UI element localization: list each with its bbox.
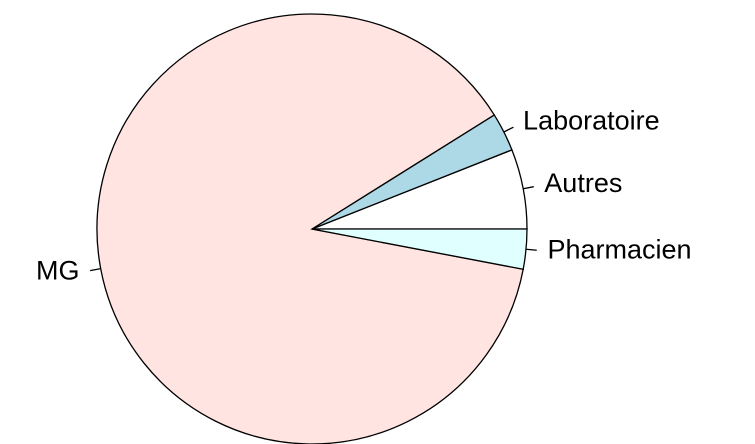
pie-slice <box>96 13 524 444</box>
label-tick <box>525 248 537 251</box>
label-tick <box>523 186 534 190</box>
slice-label: Laboratoire <box>523 105 660 135</box>
slice-label: MG <box>36 256 80 286</box>
slice-label: Pharmacien <box>547 234 691 264</box>
slice-label: Autres <box>544 168 622 198</box>
label-tick <box>503 126 514 133</box>
label-tick <box>89 267 101 272</box>
